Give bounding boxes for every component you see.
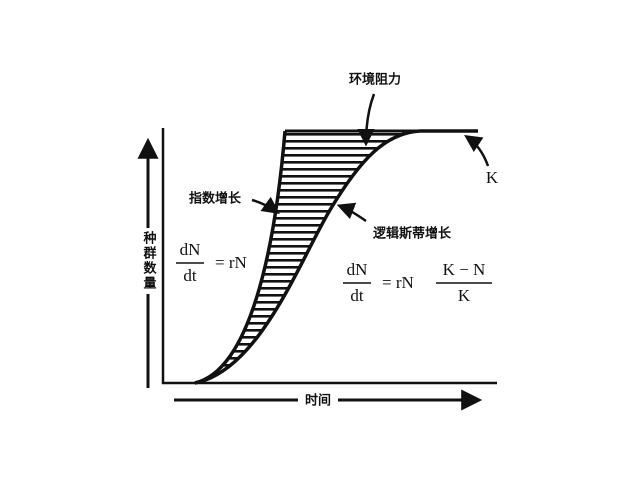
- eq-numerator: dN: [347, 260, 368, 279]
- k-label: K: [486, 168, 499, 187]
- eq-rhs: = rN: [382, 273, 414, 292]
- resistance-area: [195, 131, 420, 383]
- x-axis-label: 时间: [305, 393, 331, 409]
- eq-rhs: = rN: [215, 253, 247, 272]
- logistic-curve: [194, 129, 478, 385]
- exponential-curve: [194, 130, 287, 385]
- axes: [161, 128, 497, 385]
- pointer: [357, 93, 376, 147]
- pointer: [464, 135, 490, 167]
- logistic-label: 逻辑斯蒂增长: [373, 226, 452, 242]
- eq-factor-denominator: K: [458, 286, 471, 305]
- resistance-label: 环境阻力: [349, 72, 401, 88]
- eq-denominator: dt: [183, 266, 197, 285]
- exponential-label: 指数增长: [189, 191, 242, 207]
- eq-denominator: dt: [350, 286, 364, 305]
- pointer: [251, 196, 280, 215]
- pointer: [336, 202, 367, 223]
- eq-factor-numerator: K − N: [443, 260, 486, 279]
- y-label-bg: [138, 228, 158, 294]
- eq-numerator: dN: [180, 240, 201, 259]
- y-axis-label: 种群数量: [141, 230, 158, 291]
- x-label-bg: [298, 391, 338, 409]
